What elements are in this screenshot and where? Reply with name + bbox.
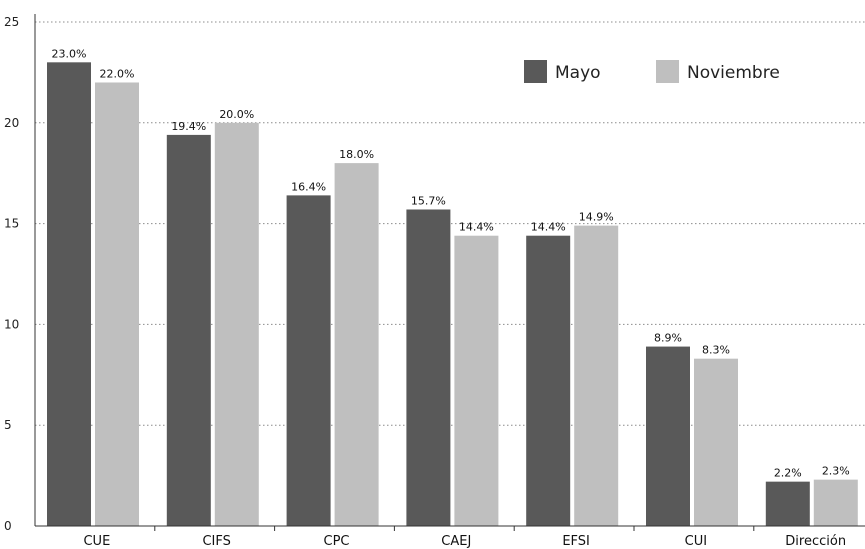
bar-mayo (406, 209, 451, 526)
y-tick-label: 15 (4, 217, 19, 231)
x-tick-label: Dirección (785, 534, 846, 549)
bar-noviembre (214, 122, 259, 527)
bar-mayo (765, 481, 810, 526)
x-tick-label: CUE (83, 534, 110, 549)
y-tick-label: 0 (4, 519, 12, 533)
y-tick-label: 20 (4, 116, 19, 130)
data-label: 14.4% (531, 221, 566, 234)
data-label: 23.0% (52, 47, 87, 60)
data-label: 15.7% (411, 194, 446, 207)
axes (34, 14, 865, 527)
legend-label: Mayo (555, 63, 601, 83)
data-label: 19.4% (171, 120, 206, 133)
bar-mayo (646, 346, 690, 526)
legend-label: Noviembre (687, 63, 780, 83)
legend: Mayo Noviembre (524, 60, 780, 83)
bar-mayo (47, 62, 91, 526)
x-tick-label: EFSI (562, 534, 590, 549)
data-label: 2.2% (774, 467, 802, 480)
data-label: 20.0% (219, 108, 254, 121)
bar-noviembre (334, 163, 379, 526)
data-labels: 23.0% 22.0% 19.4% 20.0% 16.4% 18.0% 15.7% 14.4%… (52, 47, 850, 479)
data-label: 8.9% (654, 332, 682, 345)
x-tick-label: CIFS (202, 534, 230, 549)
bar-noviembre (574, 225, 619, 526)
data-label: 8.3% (702, 344, 730, 357)
bar-noviembre (454, 235, 499, 527)
bars (47, 62, 858, 527)
x-tick-label: CUI (685, 534, 707, 549)
x-tick-label: CAEJ (441, 534, 471, 549)
legend-swatch (524, 60, 547, 83)
bar-noviembre (694, 358, 738, 526)
data-label: 14.4% (459, 221, 494, 234)
bar-mayo (286, 195, 331, 526)
bar-mayo (166, 134, 211, 526)
x-axis-ticks: CUE CIFS CPC CAEJ EFSI CUI Dirección (83, 526, 846, 549)
bar-noviembre (95, 82, 139, 526)
data-label: 16.4% (291, 180, 326, 193)
legend-swatch (656, 60, 679, 83)
y-tick-label: 25 (4, 15, 19, 29)
data-label: 2.3% (822, 465, 850, 478)
data-label: 14.9% (579, 211, 614, 224)
bar-mayo (526, 235, 571, 527)
data-label: 18.0% (339, 148, 374, 161)
y-axis-ticks: 0 5 10 15 20 25 (4, 15, 19, 533)
bar-noviembre (813, 479, 858, 526)
y-tick-label: 10 (4, 317, 19, 331)
x-tick-label: CPC (324, 534, 350, 549)
data-label: 22.0% (100, 67, 135, 80)
y-tick-label: 5 (4, 418, 12, 432)
